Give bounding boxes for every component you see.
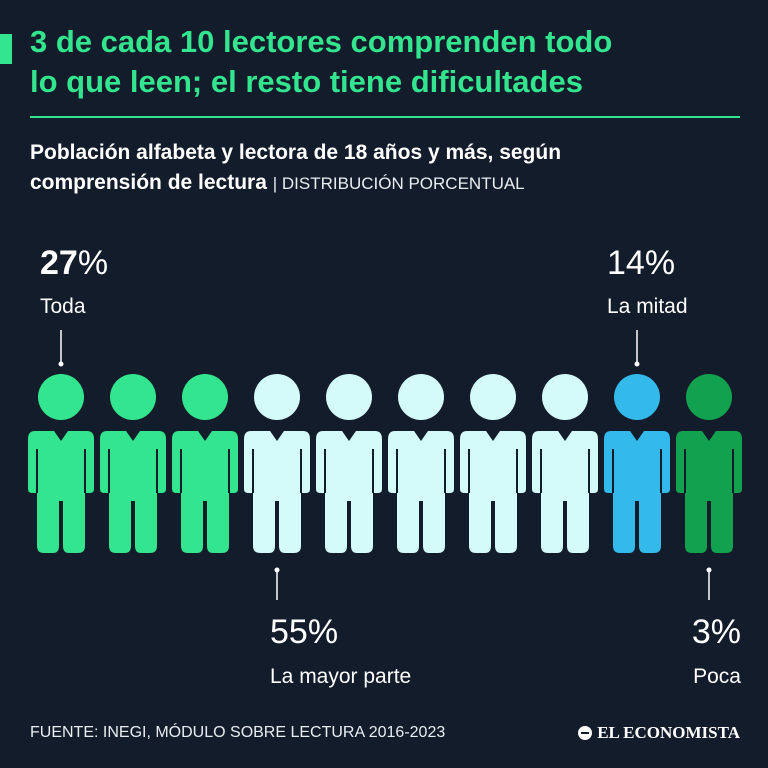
leader-dot — [58, 361, 64, 367]
subtitle-unit: | DISTRIBUCIÓN PORCENTUAL — [272, 174, 525, 193]
value-label: 27% — [40, 244, 108, 282]
person-icon — [100, 374, 166, 553]
leader-dot — [274, 567, 280, 573]
title-line-1: 3 de cada 10 lectores comprenden todo — [30, 24, 613, 59]
person-body — [244, 431, 310, 553]
brand-icon — [578, 726, 593, 740]
brand-name: EL ECONOMISTA — [597, 723, 740, 742]
person-head — [614, 374, 660, 420]
person-head — [38, 374, 84, 420]
title-divider — [30, 116, 740, 118]
leader-dot — [634, 361, 640, 367]
subtitle-line-2: comprensión de lectura — [30, 171, 267, 194]
person-icon — [244, 374, 310, 553]
person-body — [532, 431, 598, 553]
person-body — [28, 431, 94, 553]
page-title: 3 de cada 10 lectores comprenden todo lo… — [30, 22, 750, 102]
title-line-2: lo que leen; el resto tiene dificultades — [30, 64, 583, 99]
person-body — [604, 431, 670, 553]
category-label: Toda — [40, 295, 86, 318]
person-icon — [532, 374, 598, 553]
value-label: 55% — [270, 613, 338, 651]
person-body — [388, 431, 454, 553]
person-head — [182, 374, 228, 420]
value-number: 27 — [40, 244, 78, 282]
person-icon — [28, 374, 94, 553]
value-percent: % — [78, 244, 108, 282]
category-label: La mitad — [607, 295, 688, 318]
person-icon — [388, 374, 454, 553]
source-note: FUENTE: INEGI, MÓDULO SOBRE LECTURA 2016… — [30, 724, 446, 741]
person-icon — [460, 374, 526, 553]
person-body — [676, 431, 742, 553]
person-head — [326, 374, 372, 420]
chart-subtitle: Población alfabeta y lectora de 18 años … — [30, 138, 750, 199]
value-label: 3% — [692, 613, 741, 651]
person-body — [172, 431, 238, 553]
title-accent-bar — [0, 34, 12, 64]
person-icon — [316, 374, 382, 553]
value-number: 14 — [607, 244, 645, 282]
person-head — [542, 374, 588, 420]
person-body — [460, 431, 526, 553]
subtitle-line-1: Población alfabeta y lectora de 18 años … — [30, 141, 562, 164]
person-icon — [604, 374, 670, 553]
person-head — [686, 374, 732, 420]
category-label: La mayor parte — [270, 665, 411, 688]
person-body — [316, 431, 382, 553]
category-label: Poca — [693, 665, 741, 688]
person-head — [254, 374, 300, 420]
value-percent: % — [645, 244, 675, 282]
person-icon — [172, 374, 238, 553]
person-icon — [676, 374, 742, 553]
person-head — [470, 374, 516, 420]
value-label: 14% — [607, 244, 675, 282]
brand-logo: EL ECONOMISTA — [578, 723, 740, 743]
person-body — [100, 431, 166, 553]
person-head — [110, 374, 156, 420]
leader-dot — [706, 567, 712, 573]
person-head — [398, 374, 444, 420]
